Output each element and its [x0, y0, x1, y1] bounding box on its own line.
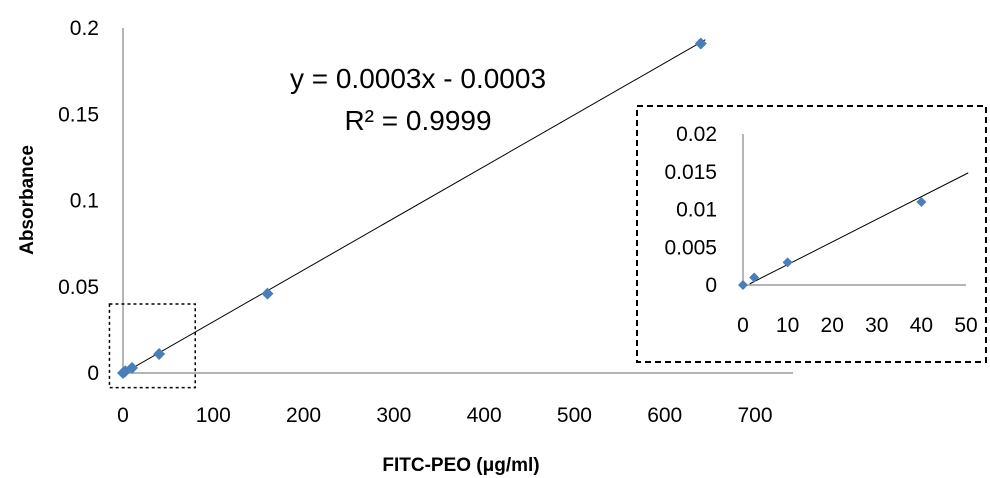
main-x-tick-label: 700	[737, 404, 772, 427]
main-x-tick-label: 600	[647, 404, 682, 427]
x-axis-label: FITC-PEO (μg/ml)	[382, 455, 539, 476]
inset-x-tick-label: 20	[821, 314, 844, 337]
main-x-tick-label: 400	[467, 404, 502, 427]
main-y-tick-label: 0.1	[70, 190, 99, 213]
trendline-equation: y = 0.0003x - 0.0003	[290, 63, 546, 94]
main-data-point	[261, 288, 273, 300]
inset-y-tick-label: 0.015	[664, 161, 717, 184]
main-y-tick-label: 0	[87, 362, 99, 385]
inset-x-tick-label: 10	[776, 314, 799, 337]
r-squared-label: R² = 0.9999	[344, 105, 491, 136]
main-x-tick-labels: 0 100 200 300 400 500 600 700	[117, 404, 772, 427]
y-axis-label: Absorbance	[17, 145, 38, 255]
main-x-tick-label: 200	[286, 404, 321, 427]
inset-x-tick-label: 40	[910, 314, 933, 337]
main-y-tick-label: 0.15	[58, 103, 99, 126]
inset-y-tick-label: 0.02	[676, 123, 717, 146]
main-x-tick-label: 500	[557, 404, 592, 427]
main-y-tick-label: 0.2	[70, 17, 99, 40]
main-y-tick-labels: 0 0.05 0.1 0.15 0.2	[58, 17, 99, 385]
inset-y-tick-label: 0.005	[664, 236, 717, 259]
inset-x-tick-label: 0	[737, 314, 749, 337]
main-data-point	[695, 38, 707, 50]
main-data-point	[153, 348, 165, 360]
main-y-tick-label: 0.05	[58, 276, 99, 299]
inset-plot: 0 10 20 30 40 50 0 0.005 0.01 0.015 0.02	[637, 106, 986, 362]
main-x-tick-label: 0	[117, 404, 129, 427]
inset-x-tick-label: 30	[865, 314, 888, 337]
inset-y-tick-label: 0.01	[676, 199, 717, 222]
main-x-tick-label: 300	[376, 404, 411, 427]
main-x-tick-label: 100	[196, 404, 231, 427]
inset-x-tick-label: 50	[954, 314, 977, 337]
inset-y-tick-label: 0	[705, 274, 717, 297]
